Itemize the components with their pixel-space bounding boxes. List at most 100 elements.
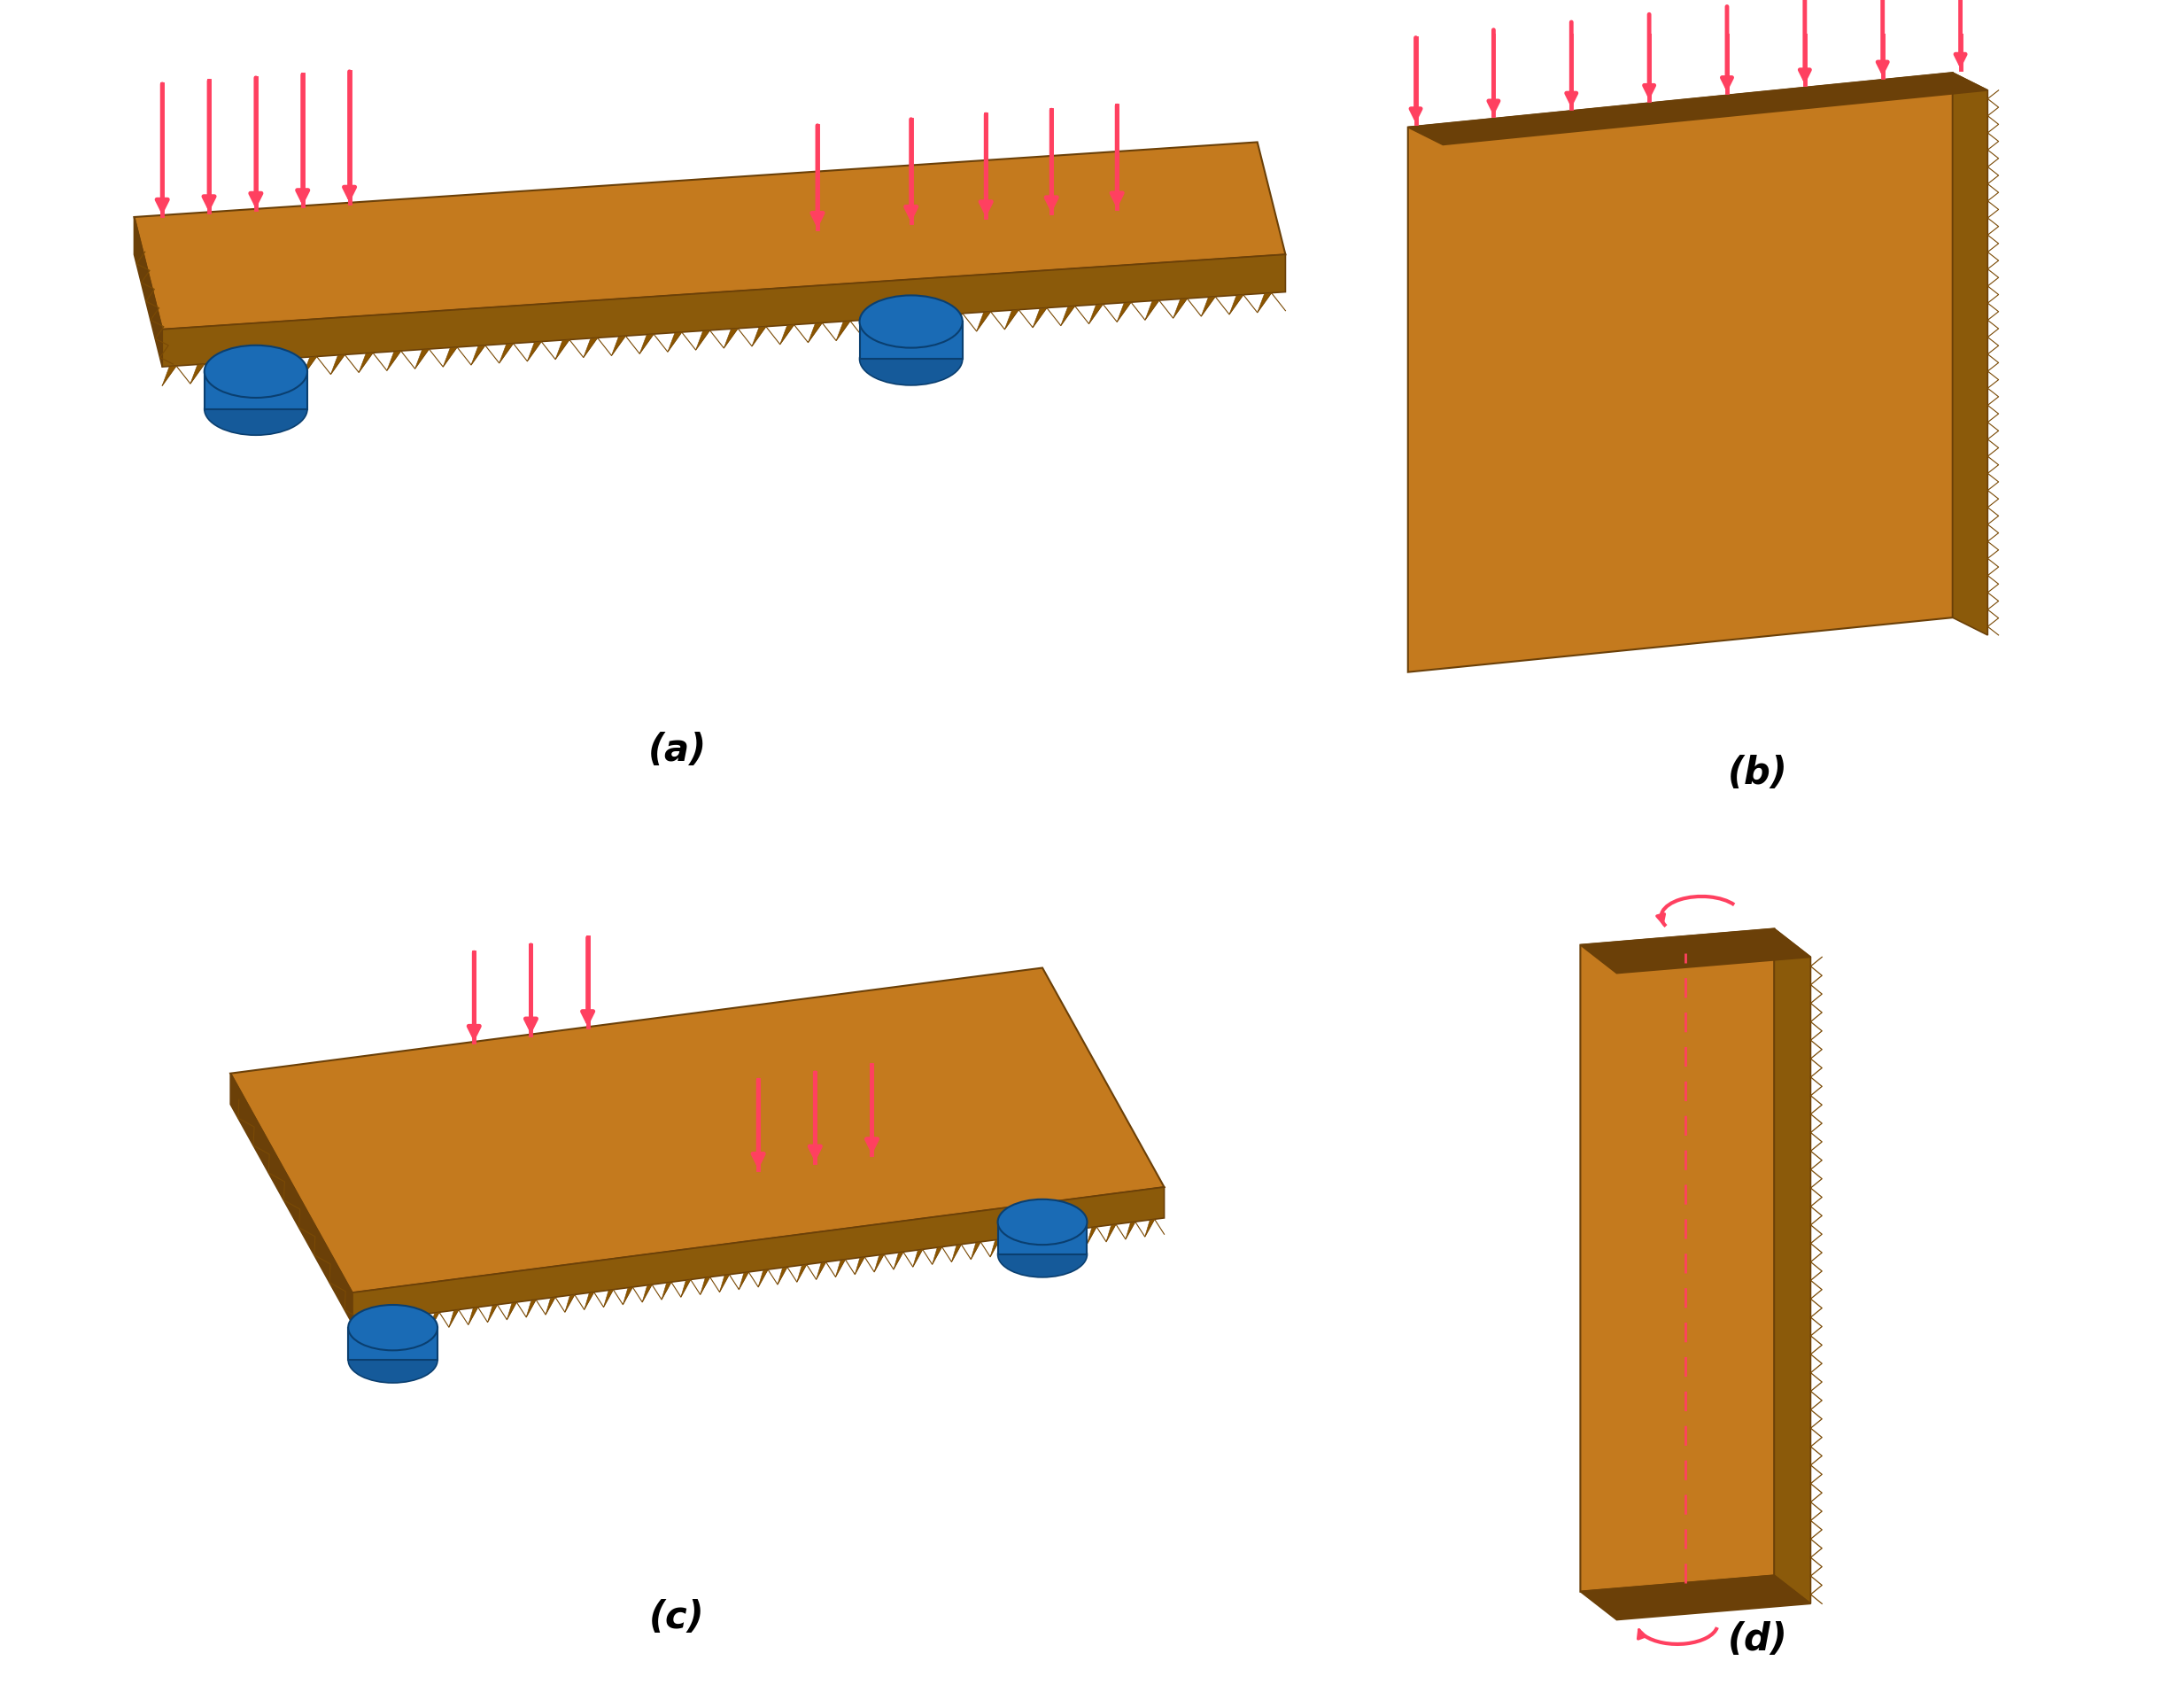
Text: (a): (a) — [649, 733, 705, 770]
Polygon shape — [566, 1294, 574, 1311]
Polygon shape — [1773, 929, 1811, 1604]
Polygon shape — [989, 1239, 1000, 1257]
Polygon shape — [640, 333, 653, 354]
Polygon shape — [411, 1315, 419, 1332]
Polygon shape — [218, 362, 232, 382]
Ellipse shape — [860, 333, 963, 386]
Text: (c): (c) — [649, 1599, 705, 1636]
Polygon shape — [1230, 294, 1243, 315]
Polygon shape — [387, 350, 402, 371]
Polygon shape — [874, 1254, 885, 1272]
Polygon shape — [1409, 73, 1952, 672]
Polygon shape — [1090, 305, 1103, 323]
Polygon shape — [738, 1272, 749, 1289]
Polygon shape — [1173, 298, 1188, 318]
Polygon shape — [162, 365, 177, 386]
Ellipse shape — [860, 296, 963, 349]
Polygon shape — [1048, 1232, 1057, 1249]
Polygon shape — [1009, 1237, 1020, 1254]
Polygon shape — [948, 313, 963, 333]
Polygon shape — [817, 1262, 826, 1279]
Polygon shape — [1088, 1227, 1096, 1244]
Polygon shape — [1581, 929, 1811, 973]
Polygon shape — [1258, 293, 1271, 313]
Polygon shape — [546, 1298, 555, 1315]
Polygon shape — [860, 321, 963, 359]
Polygon shape — [585, 1293, 594, 1310]
Polygon shape — [330, 355, 345, 374]
Polygon shape — [555, 340, 570, 359]
Polygon shape — [583, 338, 598, 357]
Polygon shape — [133, 217, 162, 367]
Polygon shape — [162, 254, 1286, 367]
Polygon shape — [415, 349, 428, 369]
Polygon shape — [1029, 1233, 1040, 1252]
Polygon shape — [933, 1247, 941, 1264]
Polygon shape — [758, 1269, 769, 1288]
Polygon shape — [1409, 73, 1987, 146]
Polygon shape — [247, 360, 260, 381]
Polygon shape — [998, 1222, 1088, 1254]
Ellipse shape — [998, 1200, 1088, 1245]
Ellipse shape — [347, 1337, 437, 1382]
Polygon shape — [976, 311, 992, 332]
Polygon shape — [526, 342, 542, 360]
Polygon shape — [1144, 1220, 1155, 1237]
Ellipse shape — [998, 1232, 1088, 1277]
Polygon shape — [893, 1252, 904, 1269]
Polygon shape — [723, 328, 738, 349]
Polygon shape — [1107, 1225, 1116, 1242]
Polygon shape — [913, 1249, 922, 1267]
Polygon shape — [391, 1318, 400, 1335]
Polygon shape — [622, 1288, 633, 1305]
Polygon shape — [808, 323, 821, 342]
Polygon shape — [232, 1073, 352, 1323]
Ellipse shape — [205, 382, 308, 435]
Polygon shape — [1952, 73, 1987, 634]
Polygon shape — [701, 1277, 710, 1294]
Polygon shape — [668, 332, 681, 352]
Ellipse shape — [205, 345, 308, 398]
Polygon shape — [697, 330, 710, 350]
Polygon shape — [1061, 306, 1075, 325]
Polygon shape — [304, 357, 317, 376]
Polygon shape — [487, 1305, 498, 1321]
Polygon shape — [1144, 301, 1160, 320]
Polygon shape — [275, 359, 288, 377]
Polygon shape — [526, 1299, 535, 1316]
Polygon shape — [952, 1244, 961, 1262]
Polygon shape — [681, 1279, 690, 1298]
Polygon shape — [352, 1188, 1164, 1323]
Polygon shape — [500, 343, 513, 364]
Polygon shape — [836, 1259, 845, 1277]
Text: (b): (b) — [1728, 755, 1789, 792]
Polygon shape — [751, 327, 767, 347]
Polygon shape — [972, 1242, 981, 1259]
Polygon shape — [190, 364, 205, 384]
Polygon shape — [1581, 929, 1773, 1592]
Polygon shape — [352, 1321, 363, 1340]
Polygon shape — [1033, 308, 1046, 328]
Text: (d): (d) — [1728, 1621, 1789, 1658]
Polygon shape — [865, 320, 878, 338]
Polygon shape — [893, 316, 906, 337]
Polygon shape — [371, 1320, 382, 1337]
Polygon shape — [603, 1289, 614, 1308]
Polygon shape — [347, 1328, 437, 1360]
Polygon shape — [612, 337, 625, 355]
Polygon shape — [507, 1303, 518, 1320]
Polygon shape — [1201, 296, 1214, 316]
Polygon shape — [836, 321, 850, 340]
Polygon shape — [719, 1274, 729, 1293]
Polygon shape — [450, 1310, 459, 1327]
Polygon shape — [797, 1264, 806, 1283]
Polygon shape — [358, 354, 373, 372]
Polygon shape — [205, 372, 308, 409]
Polygon shape — [1005, 310, 1018, 330]
Polygon shape — [778, 1267, 786, 1284]
Polygon shape — [472, 345, 485, 365]
Polygon shape — [780, 325, 795, 345]
Polygon shape — [467, 1308, 478, 1325]
Polygon shape — [919, 315, 935, 335]
Polygon shape — [232, 968, 1164, 1293]
